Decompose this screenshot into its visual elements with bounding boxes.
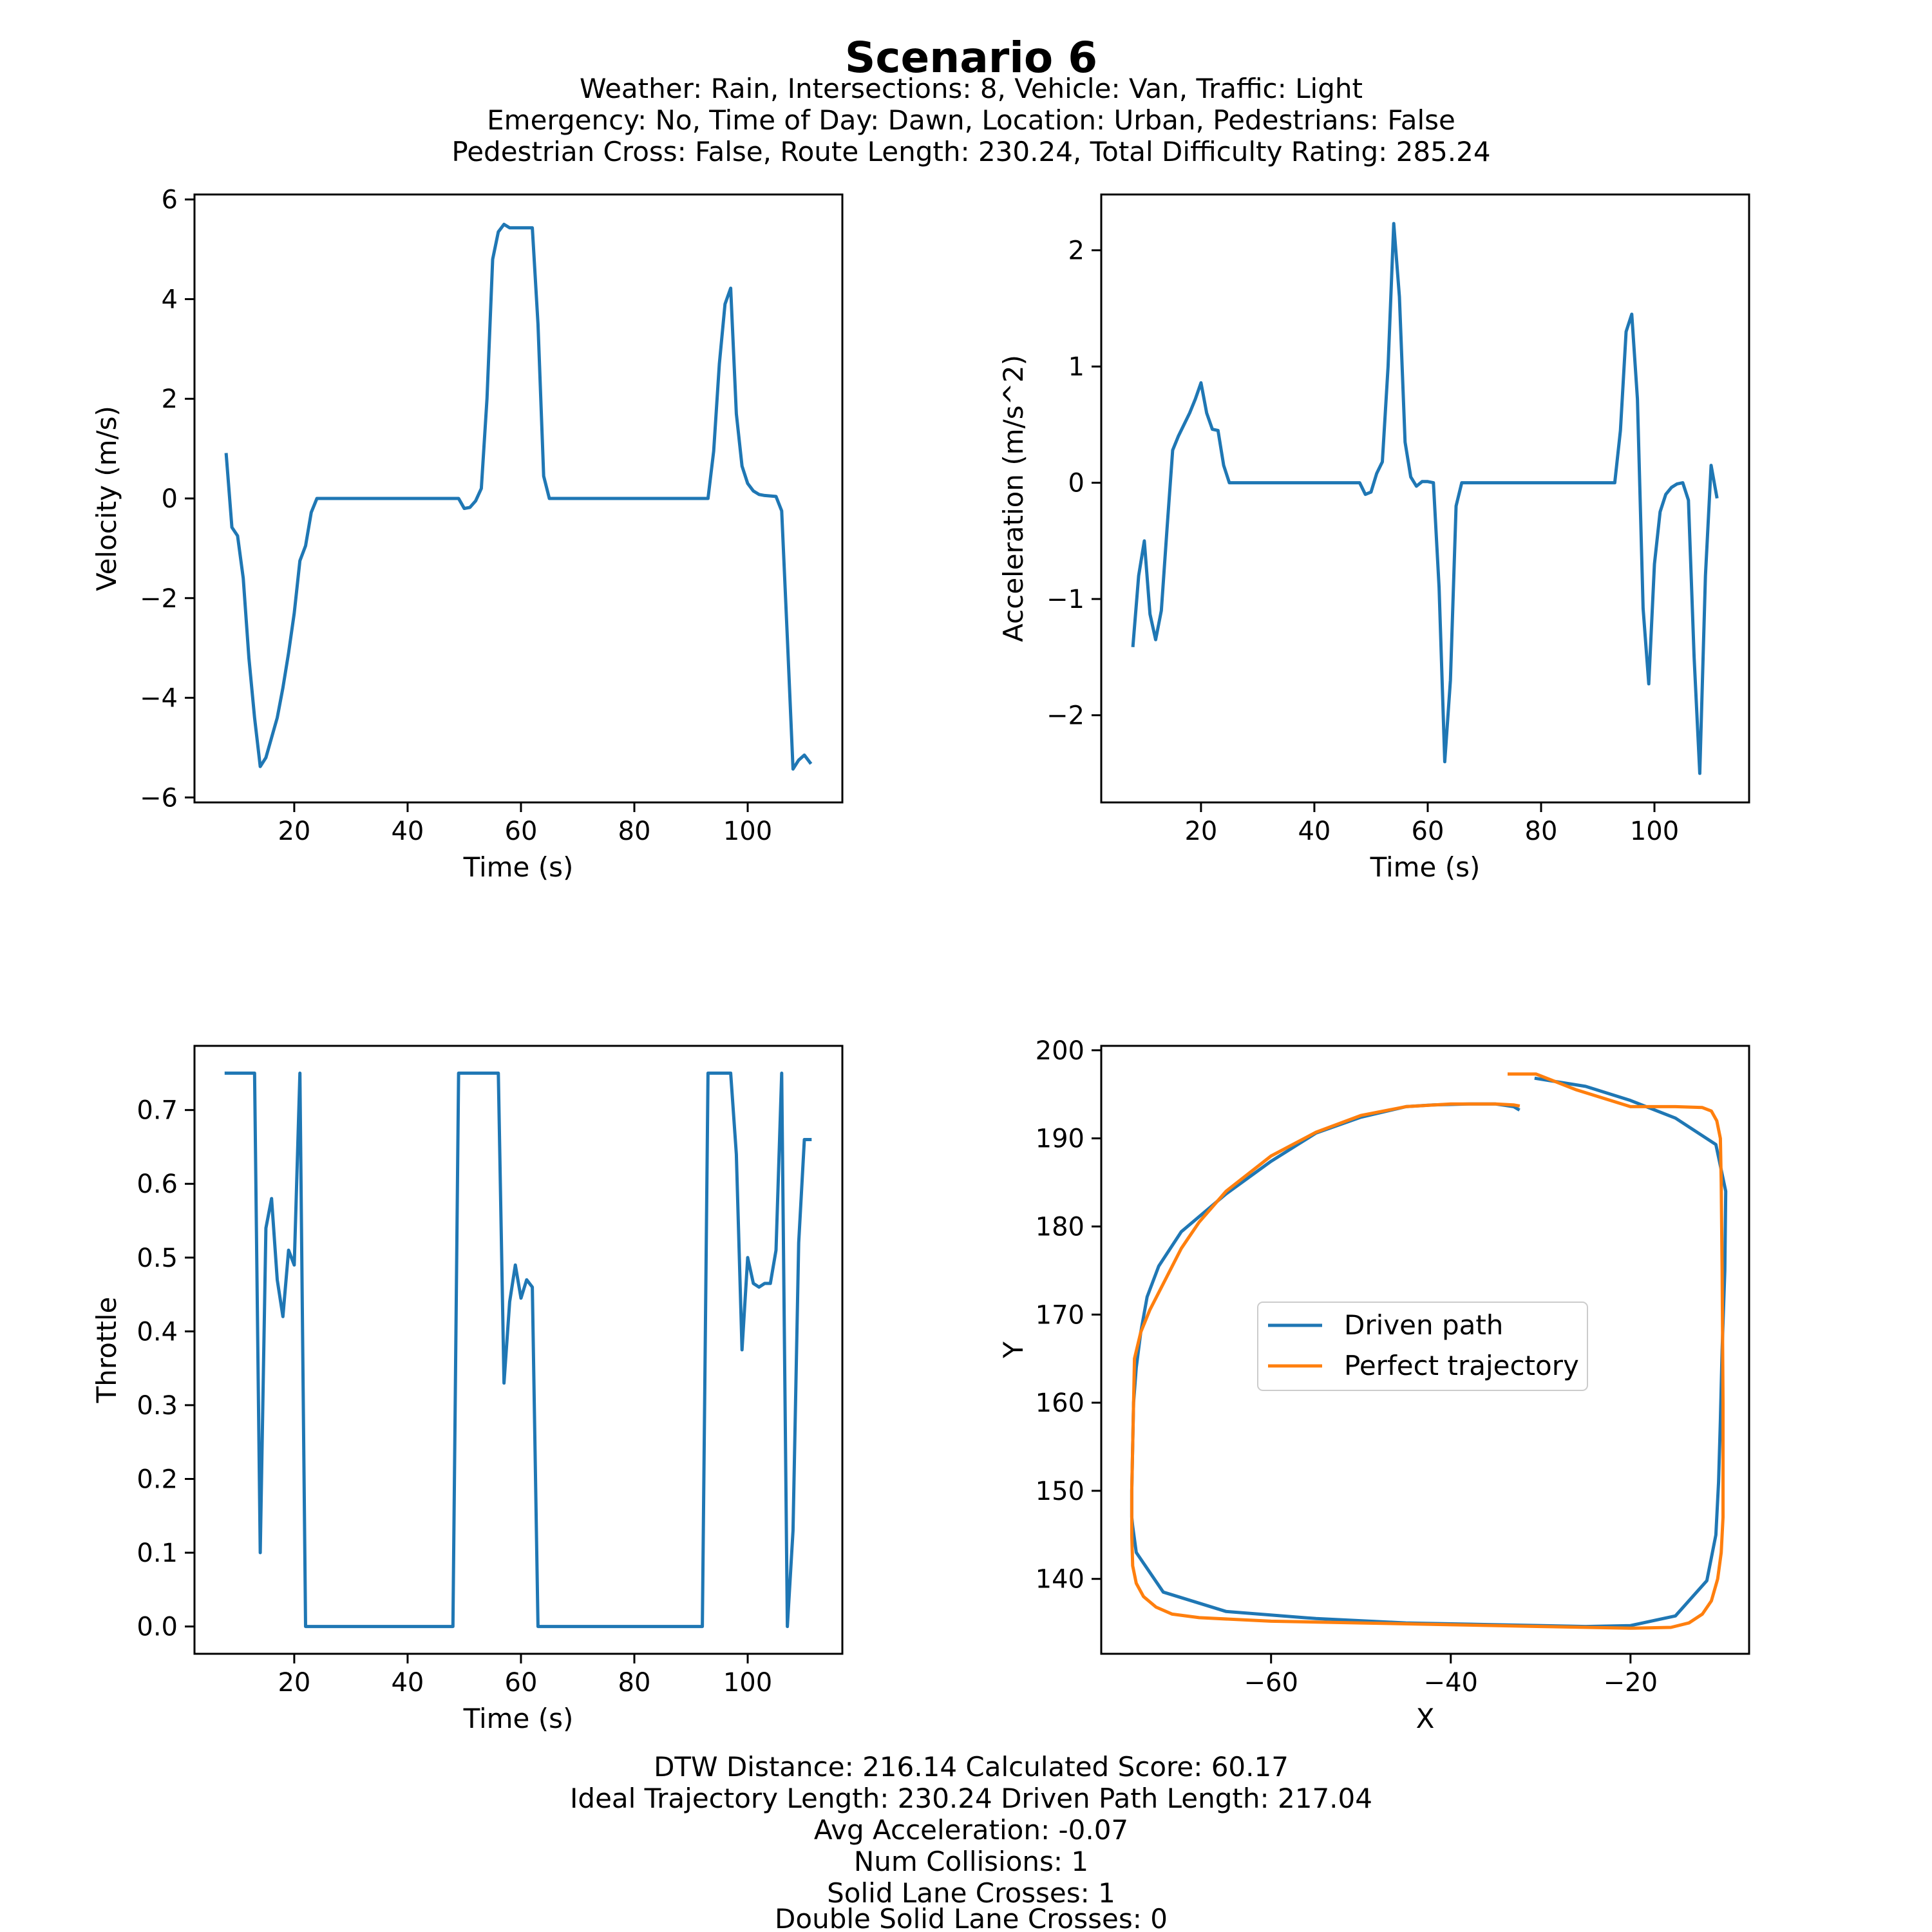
acceleration-x-tick-label: 100 — [1630, 817, 1679, 846]
footer-line-1: DTW Distance: 216.14 Calculated Score: 6… — [654, 1751, 1289, 1783]
throttle-x-tick-label: 60 — [505, 1668, 538, 1698]
throttle-x-axis-label: Time (s) — [463, 1703, 574, 1734]
trajectory-y-axis-label: Y — [998, 1341, 1029, 1359]
trajectory-y-tick-label: 200 — [1036, 1036, 1084, 1066]
velocity-y-tick-label: −6 — [140, 783, 178, 813]
footer-line-4: Num Collisions: 1 — [854, 1846, 1088, 1877]
trajectory-y-tick-label: 170 — [1036, 1300, 1084, 1330]
velocity-y-tick-label: −4 — [140, 684, 178, 714]
velocity-y-tick-label: 6 — [162, 185, 178, 215]
acceleration-y-tick-label: 1 — [1068, 352, 1084, 382]
acceleration-x-tick-label: 40 — [1298, 817, 1331, 846]
acceleration-x-tick-label: 20 — [1184, 817, 1217, 846]
throttle-y-tick-label: 0.4 — [137, 1317, 178, 1347]
velocity-x-tick-label: 20 — [278, 817, 310, 846]
trajectory-subplot: −60 −40 −20 140 150 160 170 180 190 200 X Y Driven p… — [998, 1036, 1750, 1734]
trajectory-y-tick-label: 180 — [1036, 1212, 1084, 1242]
acceleration-y-axis-label: Acceleration (m/s^2) — [998, 355, 1029, 642]
acceleration-y-tick-label: −1 — [1046, 585, 1084, 614]
throttle-x-tick-label: 80 — [618, 1668, 651, 1698]
trajectory-y-tick-label: 160 — [1036, 1388, 1084, 1418]
velocity-x-tick-label: 100 — [723, 817, 772, 846]
acceleration-y-tick-label: 2 — [1068, 236, 1084, 266]
footer-line-5: Solid Lane Crosses: 1 — [827, 1877, 1115, 1909]
trajectory-x-tick-label: −60 — [1244, 1668, 1298, 1698]
trajectory-y-tick-label: 190 — [1036, 1124, 1084, 1154]
acceleration-y-tick-label: −2 — [1046, 701, 1084, 731]
trajectory-y-tick-label: 150 — [1036, 1477, 1084, 1506]
acceleration-x-tick-label: 80 — [1525, 817, 1558, 846]
acceleration-x-tick-label: 60 — [1412, 817, 1444, 846]
velocity-x-axis-label: Time (s) — [463, 851, 574, 883]
velocity-y-tick-label: 0 — [162, 484, 178, 514]
acceleration-y-tick-label: 0 — [1068, 469, 1084, 498]
velocity-y-tick-label: 2 — [162, 384, 178, 414]
acceleration-subplot: 20 40 60 80 100 −2 −1 0 1 2 Time (s) Acceleration (… — [998, 193, 1750, 883]
acceleration-axes-frame — [1100, 193, 1750, 804]
figure-subtitle-line-3: Pedestrian Cross: False, Route Length: 2… — [451, 136, 1490, 167]
legend-box — [1257, 1302, 1588, 1391]
velocity-x-tick-label: 40 — [391, 817, 424, 846]
throttle-subplot: 20 40 60 80 100 0.0 0.1 0.2 0.3 0.4 0.5 0.6 0.7 Time … — [91, 1045, 844, 1734]
acceleration-x-axis-label: Time (s) — [1370, 851, 1481, 883]
throttle-y-tick-label: 0.0 — [137, 1613, 178, 1642]
footer-line-3: Avg Acceleration: -0.07 — [814, 1814, 1128, 1846]
trajectory-axes-frame — [1100, 1045, 1750, 1655]
throttle-y-tick-label: 0.5 — [137, 1244, 178, 1273]
throttle-y-tick-label: 0.3 — [137, 1391, 178, 1421]
trajectory-x-axis-label: X — [1416, 1703, 1435, 1734]
velocity-y-axis-label: Velocity (m/s) — [91, 406, 122, 591]
footer-line-2: Ideal Trajectory Length: 230.24 Driven P… — [570, 1783, 1372, 1814]
trajectory-x-tick-label: −20 — [1604, 1668, 1658, 1698]
velocity-x-tick-label: 80 — [618, 817, 651, 846]
throttle-x-tick-label: 100 — [723, 1668, 772, 1698]
throttle-axes-frame — [193, 1045, 844, 1655]
legend-label-1: Driven path — [1344, 1309, 1503, 1341]
figure-subtitle-line-1: Weather: Rain, Intersections: 8, Vehicle… — [580, 73, 1363, 104]
velocity-y-tick-label: 4 — [162, 285, 178, 314]
throttle-y-tick-label: 0.7 — [137, 1096, 178, 1126]
velocity-y-tick-label: −2 — [140, 584, 178, 614]
throttle-y-tick-label: 0.6 — [137, 1170, 178, 1199]
footer-line-6: Double Solid Lane Crosses: 0 — [775, 1903, 1168, 1932]
throttle-x-tick-label: 20 — [278, 1668, 310, 1698]
velocity-series-1-line — [224, 222, 813, 771]
throttle-x-tick-label: 40 — [391, 1668, 424, 1698]
velocity-subplot: 20 40 60 80 100 −6 −4 −2 0 2 4 6 Time (s) Velocity (m… — [91, 185, 844, 883]
acceleration-series-1-line — [1131, 222, 1719, 775]
trajectory-y-tick-label: 140 — [1036, 1565, 1084, 1595]
throttle-y-tick-label: 0.2 — [137, 1464, 178, 1494]
figure-title: Scenario 6 — [845, 33, 1097, 82]
trajectory-x-tick-label: −40 — [1424, 1668, 1478, 1698]
throttle-y-axis-label: Throttle — [91, 1297, 122, 1404]
figure-subtitle-line-2: Emergency: No, Time of Day: Dawn, Locati… — [487, 104, 1455, 136]
throttle-y-tick-label: 0.1 — [137, 1539, 178, 1568]
velocity-x-tick-label: 60 — [505, 817, 538, 846]
throttle-series-1-line — [224, 1071, 812, 1629]
trajectory-series-2-line — [1130, 1072, 1725, 1630]
legend-label-2: Perfect trajectory — [1344, 1350, 1579, 1381]
